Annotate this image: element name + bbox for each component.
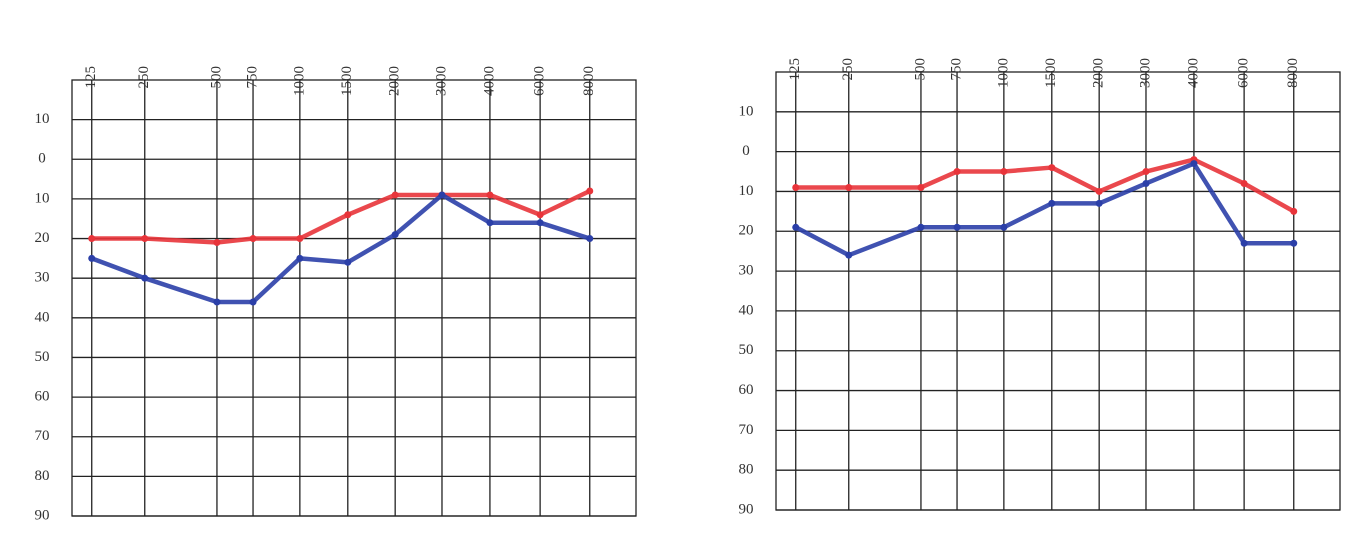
data-point (141, 235, 149, 243)
y-tick-label: 40 (739, 302, 754, 318)
data-point (249, 235, 257, 243)
data-point (1240, 179, 1248, 187)
plot-frame (71, 79, 637, 517)
y-tick-label: 50 (739, 342, 754, 358)
data-point (344, 211, 352, 219)
x-tick-label: 4000 (481, 66, 497, 96)
y-tick-label: 80 (739, 462, 754, 478)
y-tick-label: 20 (35, 230, 50, 246)
data-point (792, 223, 800, 231)
x-tick-label: 1000 (995, 58, 1011, 88)
data-point (953, 168, 961, 176)
data-point (1142, 179, 1150, 187)
y-tick-label: 70 (739, 422, 754, 438)
data-point (845, 183, 853, 191)
data-point (1240, 239, 1248, 247)
x-tick-label: 8000 (581, 66, 597, 96)
y-tick-label: 60 (739, 382, 754, 398)
data-point (391, 231, 399, 239)
x-tick-label: 6000 (1236, 58, 1252, 88)
data-point (1190, 160, 1198, 168)
data-point (438, 191, 446, 199)
x-tick-label: 1000 (291, 66, 307, 96)
data-point (536, 211, 544, 219)
data-point (536, 219, 544, 227)
data-point (88, 235, 96, 243)
data-point (1000, 223, 1008, 231)
y-tick-label: 30 (35, 270, 50, 286)
y-tick-label: 80 (35, 468, 50, 484)
data-point (1000, 168, 1008, 176)
data-point (586, 187, 594, 195)
data-point (1142, 168, 1150, 176)
data-point (1048, 199, 1056, 207)
data-point (88, 254, 96, 262)
data-point (249, 298, 257, 306)
y-tick-label: 90 (739, 501, 754, 517)
x-tick-label: 3000 (433, 66, 449, 96)
data-point (1048, 164, 1056, 172)
data-point (917, 183, 925, 191)
x-tick-label: 2000 (1091, 58, 1107, 88)
data-point (296, 235, 304, 243)
y-tick-label: 10 (35, 190, 50, 206)
y-tick-label: 70 (35, 428, 50, 444)
data-point (1095, 187, 1103, 195)
data-point (391, 191, 399, 199)
data-point (344, 258, 352, 266)
data-point (213, 239, 221, 247)
y-tick-label: 0 (38, 151, 46, 167)
x-tick-label: 500 (912, 58, 928, 81)
series-line (89, 192, 593, 305)
y-tick-label: 20 (739, 223, 754, 239)
y-tick-label: 10 (35, 111, 50, 127)
y-tick-label: 90 (35, 507, 50, 523)
data-point (953, 223, 961, 231)
data-point (486, 219, 494, 227)
data-point (1290, 239, 1298, 247)
data-point (486, 191, 494, 199)
y-tick-label: 30 (739, 263, 754, 279)
data-point (792, 183, 800, 191)
y-tick-label: 0 (742, 143, 750, 159)
x-tick-label: 125 (83, 66, 99, 89)
x-tick-label: 125 (787, 58, 803, 81)
x-tick-label: 750 (244, 66, 260, 89)
x-tick-label: 8000 (1285, 58, 1301, 88)
x-tick-label: 1500 (339, 66, 355, 96)
x-tick-label: 250 (840, 58, 856, 81)
y-tick-label: 50 (35, 349, 50, 365)
x-tick-label: 6000 (532, 66, 548, 96)
data-point (845, 251, 853, 259)
data-point (1095, 199, 1103, 207)
x-tick-label: 4000 (1185, 58, 1201, 88)
data-point (296, 254, 304, 262)
data-point (213, 298, 221, 306)
x-tick-label: 250 (136, 66, 152, 89)
y-tick-label: 40 (35, 309, 50, 325)
x-tick-label: 2000 (387, 66, 403, 96)
x-tick-label: 3000 (1137, 58, 1153, 88)
x-tick-label: 750 (948, 58, 964, 81)
y-tick-label: 60 (35, 389, 50, 405)
data-point (141, 274, 149, 282)
x-tick-label: 500 (208, 66, 224, 89)
data-point (1290, 207, 1298, 215)
data-point (586, 235, 594, 243)
x-tick-label: 1500 (1043, 58, 1059, 88)
data-point (917, 223, 925, 231)
y-tick-label: 10 (739, 103, 754, 119)
series-line (793, 161, 1297, 258)
y-tick-label: 10 (739, 183, 754, 199)
plot-frame (775, 71, 1341, 511)
